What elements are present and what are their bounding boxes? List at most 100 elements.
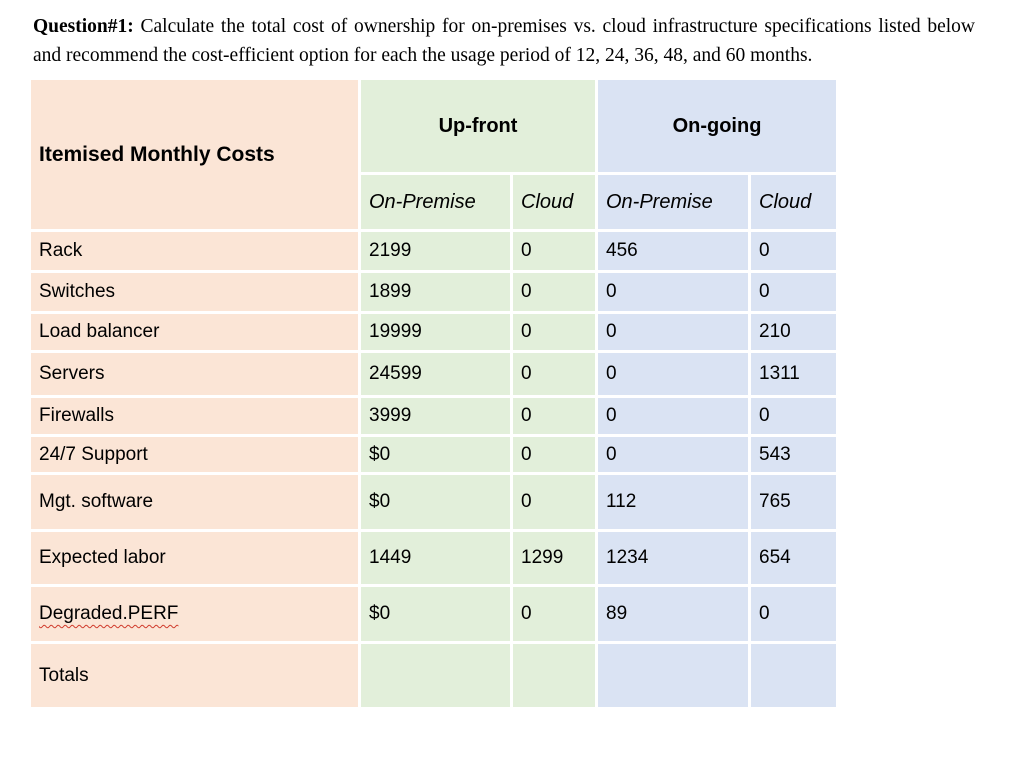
cell-value: 0 bbox=[521, 405, 532, 426]
cell-ongoing-cloud: 0 bbox=[748, 395, 839, 437]
cell-ongoing-cloud: 1311 bbox=[748, 350, 839, 398]
cell-upfront-cloud: 0 bbox=[510, 350, 598, 398]
cost-table: Itemised Monthly Costs Up-front On-going… bbox=[28, 77, 839, 710]
group-header-upfront: Up-front bbox=[358, 77, 598, 175]
cell-value: 89 bbox=[606, 603, 628, 624]
cell-value: 1234 bbox=[606, 547, 649, 568]
row-label: Expected labor bbox=[39, 547, 166, 568]
totals-cell-upfront-cloud bbox=[510, 641, 598, 710]
row-label-cell: Servers bbox=[28, 350, 361, 398]
row-label-cell: Firewalls bbox=[28, 395, 361, 437]
cell-ongoing-cloud: 654 bbox=[748, 529, 839, 587]
cell-value: 3999 bbox=[369, 405, 412, 426]
cell-ongoing-cloud: 0 bbox=[748, 270, 839, 314]
question-number: Question#1: bbox=[33, 16, 134, 37]
table-row: Servers 24599 0 0 1311 bbox=[28, 350, 839, 398]
cell-value: 543 bbox=[759, 443, 791, 465]
cell-value: 1899 bbox=[369, 281, 412, 302]
table-row: Rack 2199 0 456 0 bbox=[28, 229, 839, 273]
row-label-cell: Degraded.PERF bbox=[28, 584, 361, 644]
cell-value: 456 bbox=[606, 240, 638, 261]
row-label-cell: Load balancer bbox=[28, 311, 361, 353]
cell-upfront-cloud: 0 bbox=[510, 584, 598, 644]
cell-upfront-cloud: 0 bbox=[510, 472, 598, 532]
cell-value: $0 bbox=[369, 491, 391, 512]
cell-value: 1449 bbox=[369, 547, 412, 568]
cell-value: 0 bbox=[521, 240, 532, 261]
cell-value: 0 bbox=[606, 443, 617, 465]
cell-ongoing-cloud: 0 bbox=[748, 584, 839, 644]
cell-value: 0 bbox=[521, 603, 532, 624]
totals-label: Totals bbox=[39, 664, 89, 686]
question-text: Calculate the total cost of ownership fo… bbox=[33, 16, 975, 66]
cell-value: 0 bbox=[521, 363, 532, 384]
cell-ongoing-onpremise: 112 bbox=[595, 472, 751, 532]
cell-upfront-onpremise: $0 bbox=[358, 584, 513, 644]
question-paragraph: Question#1: Calculate the total cost of … bbox=[33, 12, 975, 70]
cell-value: 24599 bbox=[369, 363, 422, 384]
sub-header-label: Cloud bbox=[521, 190, 574, 213]
cell-value: 0 bbox=[606, 281, 617, 302]
cell-ongoing-cloud: 0 bbox=[748, 229, 839, 273]
cell-value: 0 bbox=[606, 405, 617, 426]
table-row: Mgt. software $0 0 112 765 bbox=[28, 472, 839, 532]
table-row: Degraded.PERF $0 0 89 0 bbox=[28, 584, 839, 644]
corner-header-cell: Itemised Monthly Costs bbox=[28, 77, 361, 232]
cell-value: 0 bbox=[521, 443, 532, 465]
group-header-upfront-label: Up-front bbox=[438, 114, 518, 137]
cell-value: $0 bbox=[369, 443, 391, 465]
row-label-cell: 24/7 Support bbox=[28, 434, 361, 475]
cell-upfront-cloud: 0 bbox=[510, 229, 598, 273]
totals-cell-ongoing-onpremise bbox=[595, 641, 751, 710]
sub-header-upfront-onpremise: On-Premise bbox=[358, 172, 513, 232]
cell-ongoing-onpremise: 89 bbox=[595, 584, 751, 644]
row-label: Mgt. software bbox=[39, 491, 154, 512]
cell-ongoing-cloud: 543 bbox=[748, 434, 839, 475]
row-label-cell: Expected labor bbox=[28, 529, 361, 587]
cell-value: 19999 bbox=[369, 321, 422, 342]
corner-header-label: Itemised Monthly Costs bbox=[39, 142, 275, 166]
cell-upfront-onpremise: 19999 bbox=[358, 311, 513, 353]
cell-value: 765 bbox=[759, 491, 791, 512]
row-label: 24/7 Support bbox=[39, 443, 148, 465]
cell-ongoing-onpremise: 0 bbox=[595, 311, 751, 353]
totals-label-cell: Totals bbox=[28, 641, 361, 710]
sub-header-upfront-cloud: Cloud bbox=[510, 172, 598, 232]
cell-upfront-onpremise: $0 bbox=[358, 434, 513, 475]
group-header-ongoing: On-going bbox=[595, 77, 839, 175]
cell-value: 1311 bbox=[759, 363, 800, 384]
cell-value: 210 bbox=[759, 321, 791, 342]
cell-upfront-cloud: 0 bbox=[510, 395, 598, 437]
row-label: Servers bbox=[39, 363, 105, 384]
cell-ongoing-cloud: 210 bbox=[748, 311, 839, 353]
cell-upfront-cloud: 0 bbox=[510, 434, 598, 475]
cell-value: 0 bbox=[606, 321, 617, 342]
table-row-totals: Totals bbox=[28, 641, 839, 710]
cell-value: 0 bbox=[759, 603, 770, 624]
row-label: Rack bbox=[39, 240, 83, 261]
table-row: Firewalls 3999 0 0 0 bbox=[28, 395, 839, 437]
cell-value: 0 bbox=[521, 491, 532, 512]
sub-header-ongoing-cloud: Cloud bbox=[748, 172, 839, 232]
row-label: Load balancer bbox=[39, 321, 160, 342]
table-row: 24/7 Support $0 0 0 543 bbox=[28, 434, 839, 475]
cell-upfront-cloud: 1299 bbox=[510, 529, 598, 587]
cell-value: 2199 bbox=[369, 240, 412, 261]
sub-header-label: On-Premise bbox=[369, 190, 476, 213]
sub-header-label: Cloud bbox=[759, 190, 812, 213]
row-label: Firewalls bbox=[39, 405, 114, 426]
group-header-ongoing-label: On-going bbox=[672, 114, 762, 137]
totals-cell-upfront-onpremise bbox=[358, 641, 513, 710]
cell-ongoing-onpremise: 0 bbox=[595, 434, 751, 475]
totals-cell-ongoing-cloud bbox=[748, 641, 839, 710]
cell-upfront-onpremise: $0 bbox=[358, 472, 513, 532]
sub-header-ongoing-onpremise: On-Premise bbox=[595, 172, 751, 232]
cell-upfront-onpremise: 3999 bbox=[358, 395, 513, 437]
cell-value: 654 bbox=[759, 547, 791, 568]
cell-value: 0 bbox=[606, 363, 617, 384]
cell-upfront-onpremise: 1449 bbox=[358, 529, 513, 587]
cell-ongoing-onpremise: 0 bbox=[595, 270, 751, 314]
cell-value: 0 bbox=[759, 281, 770, 302]
row-label-cell: Switches bbox=[28, 270, 361, 314]
cell-value: $0 bbox=[369, 603, 391, 624]
